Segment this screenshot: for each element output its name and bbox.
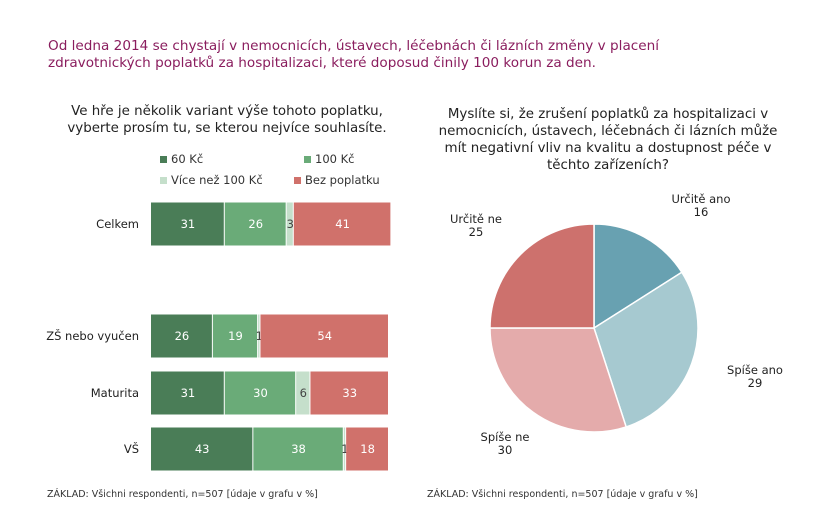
data-label: 18 (360, 442, 375, 456)
footer-right: ZÁKLAD: Všichni respondenti, n=507 [údaj… (427, 489, 698, 500)
headline: Od ledna 2014 se chystají v nemocnicích,… (48, 38, 748, 72)
legend-swatch (160, 155, 167, 163)
data-label: 3 (287, 217, 294, 231)
data-label: 43 (195, 442, 210, 456)
bar-segment (258, 314, 260, 358)
pie-slice-urcite-ano (593, 223, 683, 330)
category-label: VŠ (124, 441, 139, 456)
bar-segment (253, 427, 343, 471)
legend-item-60-kc: 60 Kč (160, 152, 203, 166)
pie-slice-spise-ano (593, 271, 699, 428)
legend-item-100-kc: 100 Kč (304, 152, 354, 166)
pie-label-name: Určitě ano (671, 192, 730, 206)
data-label: 1 (256, 329, 263, 343)
bar-segment (151, 314, 212, 358)
bar-segment (224, 371, 296, 415)
left-question-line-1: Ve hře je několik variant výše tohoto po… (71, 104, 383, 119)
pie-label-name: Určitě ne (450, 212, 502, 226)
bar-segment (346, 427, 388, 471)
category-label: Maturita (91, 386, 139, 400)
data-label: 31 (181, 386, 196, 400)
data-label: 41 (335, 217, 350, 231)
pie-label-name: Spíše ano (727, 363, 783, 377)
legend-label: Bez poplatku (305, 173, 380, 187)
legend-swatch (294, 176, 301, 184)
left-question-line-2: vyberte prosím tu, se kterou nejvíce sou… (67, 121, 387, 136)
legend-swatch (304, 155, 311, 163)
pie-label-value: 16 (694, 205, 709, 219)
right-question-line-4: těchto zařízeních? (547, 158, 669, 173)
category-label: Celkem (96, 217, 139, 231)
bar-segment (286, 202, 293, 246)
data-label: 33 (342, 386, 357, 400)
pie-label-value: 25 (469, 225, 484, 239)
legend-label: 60 Kč (171, 152, 204, 166)
pie-label-name: Spíše ne (481, 430, 530, 444)
legend-item-bez-poplatku: Bez poplatku (294, 173, 380, 187)
data-label: 54 (317, 329, 332, 343)
right-question-line-3: mít negativní vliv na kvalitu a dostupno… (444, 141, 772, 156)
footer-left: ZÁKLAD: Všichni respondenti, n=507 [údaj… (47, 489, 318, 500)
pie-label-value: 29 (748, 376, 763, 390)
data-label: 1 (341, 442, 348, 456)
bar-segment (260, 314, 388, 358)
bar-segment (151, 202, 224, 246)
bar-segment (224, 202, 286, 246)
data-label: 26 (175, 329, 190, 343)
bar-segment (151, 371, 224, 415)
legend-label: Více než 100 Kč (171, 173, 263, 187)
pie-slice-spise-ne (489, 327, 628, 433)
bar-segment (310, 371, 388, 415)
data-label: 38 (291, 442, 306, 456)
legend-swatch (160, 176, 167, 184)
data-label: 31 (181, 217, 196, 231)
bar-segment (293, 202, 391, 246)
pie-label-value: 30 (498, 443, 513, 457)
data-label: 19 (228, 329, 243, 343)
right-question-line-2: nemocnicích, ústavech, léčebnách či lázn… (438, 124, 778, 139)
data-label: 30 (253, 386, 268, 400)
data-label: 26 (248, 217, 263, 231)
right-question: Myslíte si, že zrušení poplatků za hospi… (418, 106, 798, 174)
bar-segment (151, 427, 253, 471)
legend-item-vice-nez-100-kc: Více než 100 Kč (160, 173, 263, 187)
pie-slice-urcite-ne (489, 223, 595, 329)
category-label: ZŠ nebo vyučen (46, 328, 139, 343)
right-question-line-1: Myslíte si, že zrušení poplatků za hospi… (447, 107, 769, 122)
headline-line-2: zdravotnických poplatků za hospitalizaci… (48, 55, 596, 71)
bar-segment (296, 371, 310, 415)
headline-line-1: Od ledna 2014 se chystají v nemocnicích,… (48, 38, 660, 54)
data-label: 6 (300, 386, 307, 400)
bar-segment (343, 427, 346, 471)
legend-label: 100 Kč (315, 152, 355, 166)
left-question: Ve hře je několik variant výše tohoto po… (40, 103, 414, 137)
bar-segment (212, 314, 258, 358)
